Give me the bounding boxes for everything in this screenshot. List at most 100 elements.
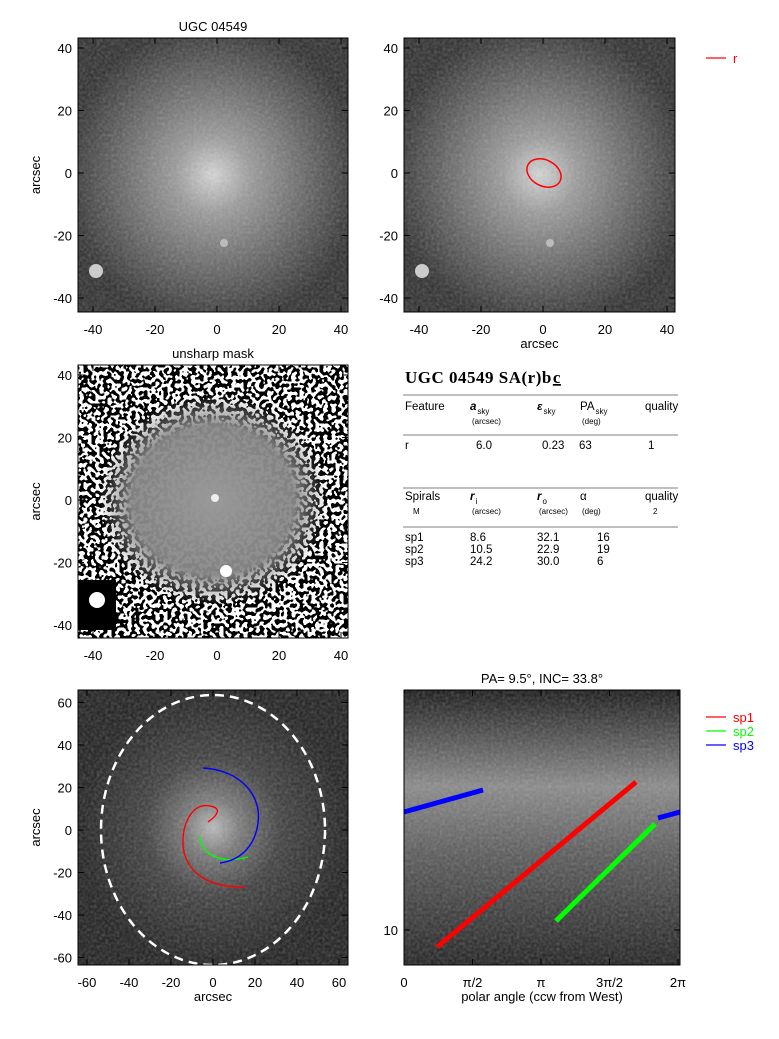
column-header-sub: sky	[544, 407, 556, 416]
table-rules	[403, 394, 678, 528]
x-tick-label: -40	[84, 322, 103, 337]
column-header: quality	[645, 401, 678, 413]
x-tick-label: 40	[334, 648, 348, 663]
column-header-unit: (deg)	[582, 417, 601, 426]
legend-label: sp3	[733, 738, 754, 753]
frame	[77, 364, 349, 639]
x-tick-label: 60	[332, 975, 346, 990]
y-tick-label: -40	[53, 291, 72, 306]
x-tick-label: 0	[213, 322, 220, 337]
column-header-sub: sky	[477, 407, 489, 416]
y-label: arcsec	[28, 482, 43, 521]
y-tick-label: 20	[58, 104, 72, 119]
panel-title: UGC 04549	[179, 19, 248, 34]
x-label: arcsec	[520, 336, 559, 351]
y-tick-label: 40	[384, 41, 398, 56]
y-tick-label: -20	[379, 229, 398, 244]
x-tick-label: 20	[272, 322, 286, 337]
x-tick-label: 20	[598, 322, 612, 337]
y-tick-label: 0	[65, 823, 72, 838]
panel-title: unsharp mask	[172, 346, 254, 361]
column-header-unit: M	[413, 507, 420, 516]
table-cell: 6.0	[476, 440, 492, 452]
image-1	[78, 38, 348, 312]
y-tick-label: 0	[65, 166, 72, 181]
image-2	[404, 38, 675, 312]
y-tick-label: -40	[53, 618, 72, 633]
frame	[77, 37, 349, 313]
table-title-suffix: c	[553, 368, 561, 387]
table-cell: sp1	[405, 532, 424, 544]
panel-title: PA= 9.5°, INC= 33.8°	[481, 671, 603, 686]
table-cell: 16	[597, 532, 610, 544]
x-tick-label: -60	[78, 975, 97, 990]
x-tick-label: -40	[410, 322, 429, 337]
x-tick-label: -20	[146, 322, 165, 337]
image-5	[78, 690, 348, 967]
legend-label: sp2	[733, 724, 754, 739]
x-tick-label: -20	[472, 322, 491, 337]
x-tick-label: 20	[272, 648, 286, 663]
y-tick-label: 40	[58, 738, 72, 753]
table-title: UGC 04549 SA(r)b	[405, 368, 552, 387]
table-cell: 1	[648, 440, 654, 452]
x-tick-label: -20	[146, 648, 165, 663]
y-tick-label: -20	[53, 229, 72, 244]
y-tick-label: 40	[58, 368, 72, 383]
y-tick-label: 20	[58, 781, 72, 796]
x-tick-label: 40	[660, 322, 674, 337]
column-header: Feature	[405, 401, 445, 413]
column-header-unit: (arcsec)	[472, 507, 501, 516]
x-tick-label: -40	[84, 648, 103, 663]
y-tick-label: 0	[391, 166, 398, 181]
x-tick-label: -20	[162, 975, 181, 990]
table-cell: 6	[597, 556, 603, 568]
column-header-unit: (arcsec)	[472, 417, 501, 426]
table-cell: sp2	[405, 544, 424, 556]
table-cell: 0.23	[542, 440, 564, 452]
x-tick-label: 0	[539, 322, 546, 337]
table-cell: 10.5	[470, 544, 492, 556]
column-header: ε	[537, 401, 543, 413]
column-header-sub: i	[475, 497, 477, 506]
column-header: Spirals	[405, 491, 440, 503]
x-label: arcsec	[194, 989, 233, 1004]
image-6	[403, 690, 681, 965]
table-cell: 19	[597, 544, 610, 556]
y-tick-label: 40	[58, 41, 72, 56]
y-tick-label: -60	[53, 951, 72, 966]
y-tick-label: -40	[379, 291, 398, 306]
y-label: arcsec	[28, 155, 43, 194]
x-tick-label: -40	[120, 975, 139, 990]
x-label: polar angle (ccw from West)	[461, 989, 623, 1004]
column-header-sub: sky	[596, 407, 608, 416]
legend-label: sp1	[733, 710, 754, 725]
column-header-unit: (arcsec)	[539, 507, 568, 516]
column-header-sub: o	[542, 497, 547, 506]
y-tick-label: 0	[65, 493, 72, 508]
table-cell: 63	[579, 440, 592, 452]
x-tick-label: 20	[248, 975, 262, 990]
y-tick-label: 20	[58, 431, 72, 446]
x-tick-label: 0	[400, 975, 407, 990]
table-cell: 22.9	[537, 544, 559, 556]
image-3	[78, 365, 348, 638]
column-header: r	[470, 491, 475, 503]
column-header: a	[470, 401, 477, 413]
y-tick-label: 60	[58, 696, 72, 711]
column-header: r	[537, 491, 542, 503]
column-header: PA	[580, 401, 595, 413]
y-tick-label: -20	[53, 556, 72, 571]
y-tick-label: -40	[53, 908, 72, 923]
y-label: arcsec	[28, 808, 43, 847]
y-tick-label: 10	[384, 923, 398, 938]
legend-label: r	[733, 51, 738, 66]
frame	[403, 689, 681, 966]
x-tick-label: 0	[213, 648, 220, 663]
x-tick-label: 40	[290, 975, 304, 990]
table-cell: 30.0	[537, 556, 559, 568]
x-tick-label: 0	[209, 975, 216, 990]
table-cell: 24.2	[470, 556, 492, 568]
column-header: quality	[645, 491, 678, 503]
x-tick-label: 40	[334, 322, 348, 337]
